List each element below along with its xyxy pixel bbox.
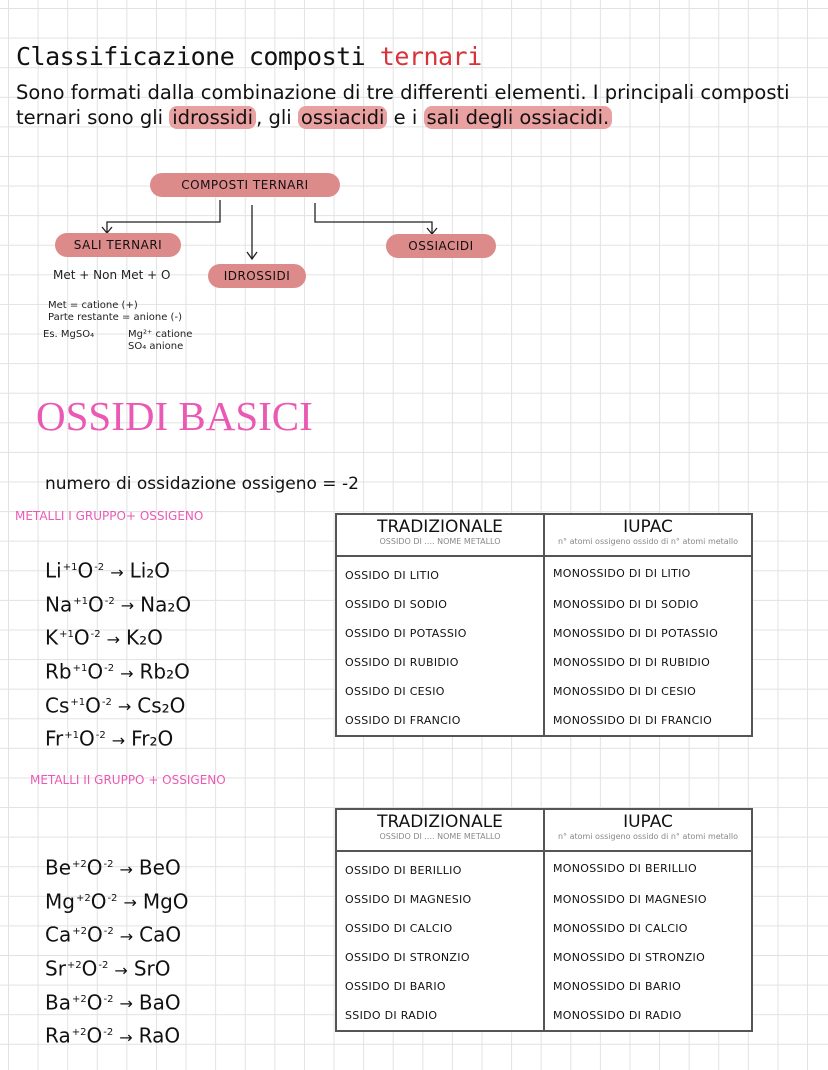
arrow-icon: → [120, 663, 134, 683]
table-row: OSSIDO DI FRANCIO MONOSSIDO DI DI FRANCIO [335, 706, 753, 736]
equation: Ba+2O-2 → BaO [45, 990, 181, 1015]
equation: Rb+1O-2 → Rb₂O [45, 659, 190, 684]
table-header: TRADIZIONALE OSSIDO DI .... NOME METALLO I… [335, 513, 753, 557]
equation: Fr+1O-2 → Fr₂O [45, 726, 174, 751]
equation: Cs+1O-2 → Cs₂O [45, 693, 186, 718]
table-row: OSSIDO DI POTASSIO MONOSSIDO DI DI POTASS… [335, 619, 753, 648]
iupac-name: MONOSSIDO DI BERILLIO [543, 851, 753, 885]
iupac-name: MONOSSIDO DI DI FRANCIO [543, 706, 753, 736]
group1-label: METALLI I GRUPPO+ OSSIGENO [15, 509, 204, 523]
traditional-name: OSSIDO DI STRONZIO [335, 943, 545, 972]
iupac-name: MONOSSIDO DI DI CESIO [543, 677, 753, 706]
arrow-icon: → [120, 596, 135, 616]
note-so4: SO₄ anione [128, 341, 184, 352]
iupac-name: MONOSSIDO DI BARIO [543, 972, 753, 1001]
arrow-icon: → [123, 893, 137, 913]
equation: Mg+2O-2 → MgO [45, 889, 189, 914]
table-row: OSSIDO DI CALCIO MONOSSIDO DI CALCIO [335, 914, 753, 943]
equations-group2: Be+2O-2 → BeO Mg+2O-2 → MgO Ca+2O-2 → CaO Sr+2O-2… [45, 850, 189, 1052]
equation: Sr+2O-2 → SrO [45, 956, 171, 981]
note-catione: Met = catione (+) [48, 300, 138, 311]
table-row: OSSIDO DI CESIO MONOSSIDO DI DI CESIO [335, 677, 753, 706]
iupac-name: MONOSSIDO DI DI LITIO [543, 556, 753, 590]
table-row: SSIDO DI RADIO MONOSSIDO DI RADIO [335, 1001, 753, 1031]
traditional-name: OSSIDO DI FRANCIO [335, 706, 545, 736]
section-heading: OSSIDI BASICI [36, 393, 313, 439]
table-row: OSSIDO DI BARIO MONOSSIDO DI BARIO [335, 972, 753, 1001]
traditional-name: SSIDO DI RADIO [335, 1001, 545, 1031]
traditional-name: OSSIDO DI CESIO [335, 677, 545, 706]
table-header: TRADIZIONALE OSSIDO DI .... NOME METALLO I… [335, 808, 753, 852]
iupac-name: MONOSSIDO DI DI RUBIDIO [543, 648, 753, 677]
arrow-icon: → [119, 994, 133, 1014]
node-sali-ternari: SALI TERNARI [55, 233, 181, 257]
iupac-name: MONOSSIDO DI CALCIO [543, 914, 753, 943]
traditional-name: OSSIDO DI SODIO [335, 590, 545, 619]
equations-group1: Li+1O-2 → Li₂O Na+1O-2 → Na₂O K+1O-2 → K₂O Rb+1O-… [45, 553, 191, 755]
arrow-icon: → [119, 1027, 133, 1047]
note-example: Es. MgSO₄ [43, 329, 95, 340]
table-row: OSSIDO DI RUBIDIO MONOSSIDO DI DI RUBIDIO [335, 648, 753, 677]
arrow-icon: → [114, 960, 128, 980]
arrow-icon: → [111, 730, 126, 750]
traditional-name: OSSIDO DI MAGNESIO [335, 885, 545, 914]
table-row: OSSIDO DI BERILLIO MONOSSIDO DI BERILLIO [335, 851, 753, 885]
equation: Be+2O-2 → BeO [45, 855, 181, 880]
arrow-icon: → [106, 629, 121, 649]
nomenclature-table-group2: TRADIZIONALE OSSIDO DI .... NOME METALLO I… [335, 808, 753, 1032]
note-anione: Parte restante = anione (-) [48, 312, 182, 323]
equation: Li+1O-2 → Li₂O [45, 558, 171, 583]
iupac-name: MONOSSIDO DI DI SODIO [543, 590, 753, 619]
table-row: OSSIDO DI STRONZIO MONOSSIDO DI STRONZIO [335, 943, 753, 972]
node-ossiacidi: OSSIACIDI [386, 234, 496, 258]
traditional-name: OSSIDO DI LITIO [335, 556, 545, 590]
traditional-name: OSSIDO DI BERILLIO [335, 851, 545, 885]
arrow-icon: → [110, 562, 124, 582]
equation: K+1O-2 → K₂O [45, 625, 163, 650]
traditional-name: OSSIDO DI BARIO [335, 972, 545, 1001]
iupac-name: MONOSSIDO DI STRONZIO [543, 943, 753, 972]
nomenclature-table-group1: TRADIZIONALE OSSIDO DI .... NOME METALLO I… [335, 513, 753, 737]
page-title: Classificazione composti ternari [16, 42, 482, 71]
traditional-name: OSSIDO DI POTASSIO [335, 619, 545, 648]
equation: Ra+2O-2 → RaO [45, 1023, 181, 1048]
node-composti-ternari: COMPOSTI TERNARI [150, 173, 340, 197]
iupac-name: MONOSSIDO DI MAGNESIO [543, 885, 753, 914]
table-row: OSSIDO DI MAGNESIO MONOSSIDO DI MAGNESIO [335, 885, 753, 914]
node-idrossidi: IDROSSIDI [208, 264, 306, 288]
traditional-name: OSSIDO DI RUBIDIO [335, 648, 545, 677]
arrow-icon: → [119, 926, 134, 946]
group2-label: METALLI II GRUPPO + OSSIGENO [30, 773, 226, 787]
table-row: OSSIDO DI SODIO MONOSSIDO DI DI SODIO [335, 590, 753, 619]
arrow-icon: → [119, 859, 133, 879]
oxidation-rule: numero di ossidazione ossigeno = -2 [45, 474, 359, 494]
equation: Na+1O-2 → Na₂O [45, 592, 192, 617]
arrow-icon: → [117, 697, 132, 717]
traditional-name: OSSIDO DI CALCIO [335, 914, 545, 943]
note-formula: Met + Non Met + O [53, 268, 171, 282]
iupac-name: MONOSSIDO DI RADIO [543, 1001, 753, 1031]
equation: Ca+2O-2 → CaO [45, 922, 182, 947]
table-row: OSSIDO DI LITIO MONOSSIDO DI DI LITIO [335, 556, 753, 590]
iupac-name: MONOSSIDO DI DI POTASSIO [543, 619, 753, 648]
intro-paragraph: Sono formati dalla combinazione di tre d… [16, 81, 790, 129]
note-mg: Mg²⁺ catione [128, 329, 193, 340]
